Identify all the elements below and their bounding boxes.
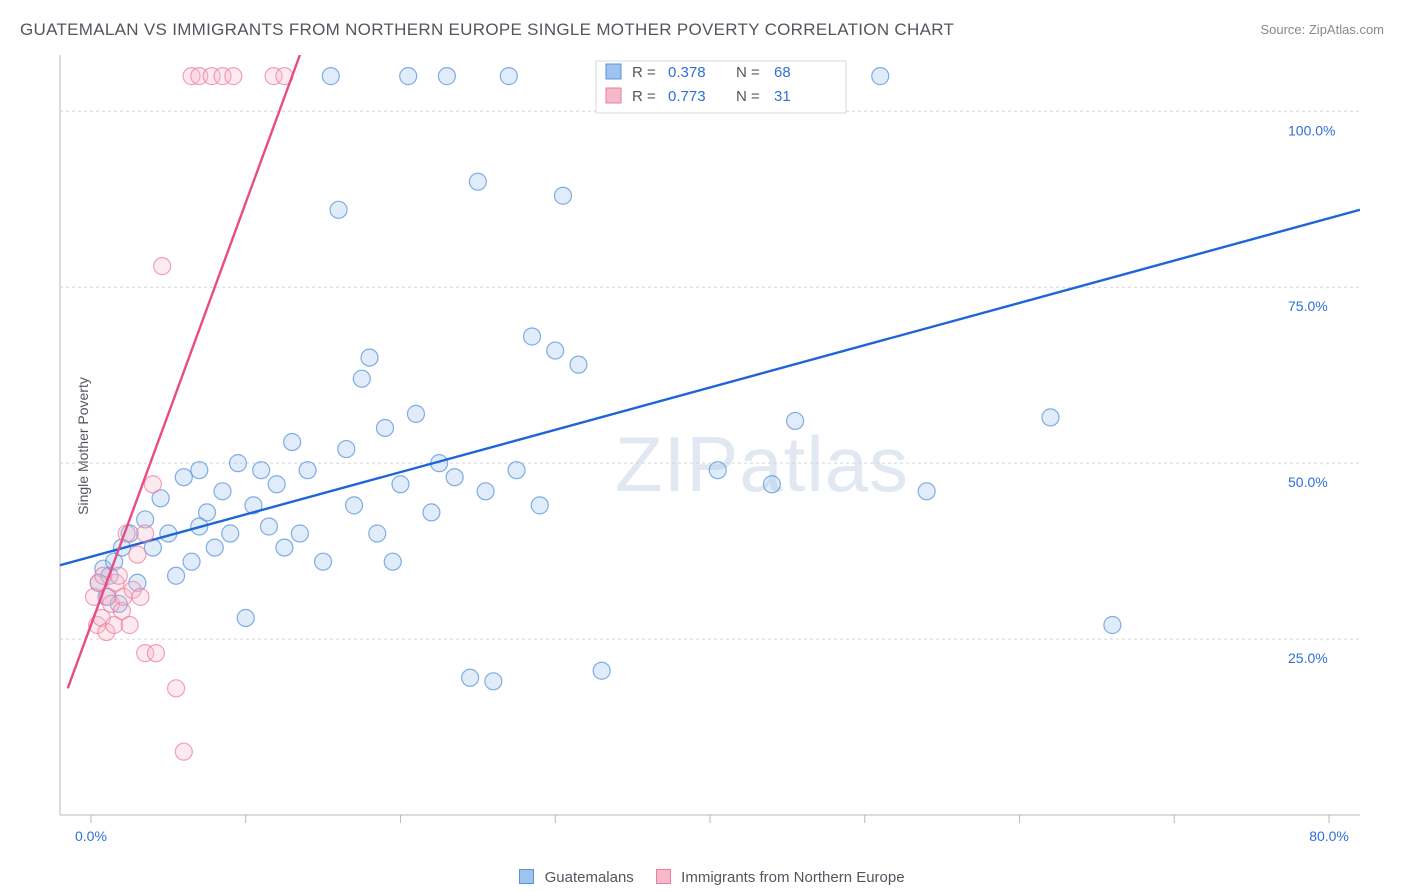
svg-text:25.0%: 25.0%: [1288, 650, 1328, 666]
svg-text:0.773: 0.773: [668, 88, 706, 105]
legend-swatch-neurope: [656, 869, 671, 884]
svg-text:75.0%: 75.0%: [1288, 298, 1328, 314]
svg-text:N =: N =: [736, 64, 760, 81]
bottom-legend: Guatemalans Immigrants from Northern Eur…: [0, 869, 1406, 886]
legend-swatch-guatemalans: [519, 869, 534, 884]
legend-label-guatemalans: Guatemalans: [545, 869, 634, 886]
plot-area: 25.0% 50.0% 75.0% 100.0% 0.0% 80.0% ZIPatlas R …: [46, 55, 1386, 845]
svg-text:R =: R =: [632, 88, 656, 105]
svg-text:N =: N =: [736, 88, 760, 105]
svg-text:0.378: 0.378: [668, 64, 706, 81]
legend-label-neurope: Immigrants from Northern Europe: [681, 869, 904, 886]
svg-text:ZIPatlas: ZIPatlas: [615, 420, 909, 508]
chart-svg: 25.0% 50.0% 75.0% 100.0% 0.0% 80.0% ZIPatlas R …: [46, 55, 1386, 845]
svg-text:0.0%: 0.0%: [75, 828, 107, 844]
svg-text:R =: R =: [632, 64, 656, 81]
source-label: Source: ZipAtlas.com: [1260, 22, 1384, 37]
svg-text:31: 31: [774, 88, 791, 105]
svg-text:50.0%: 50.0%: [1288, 474, 1328, 490]
svg-text:68: 68: [774, 64, 791, 81]
svg-text:80.0%: 80.0%: [1309, 828, 1349, 844]
svg-text:100.0%: 100.0%: [1288, 122, 1335, 138]
chart-title: GUATEMALAN VS IMMIGRANTS FROM NORTHERN E…: [20, 20, 954, 40]
